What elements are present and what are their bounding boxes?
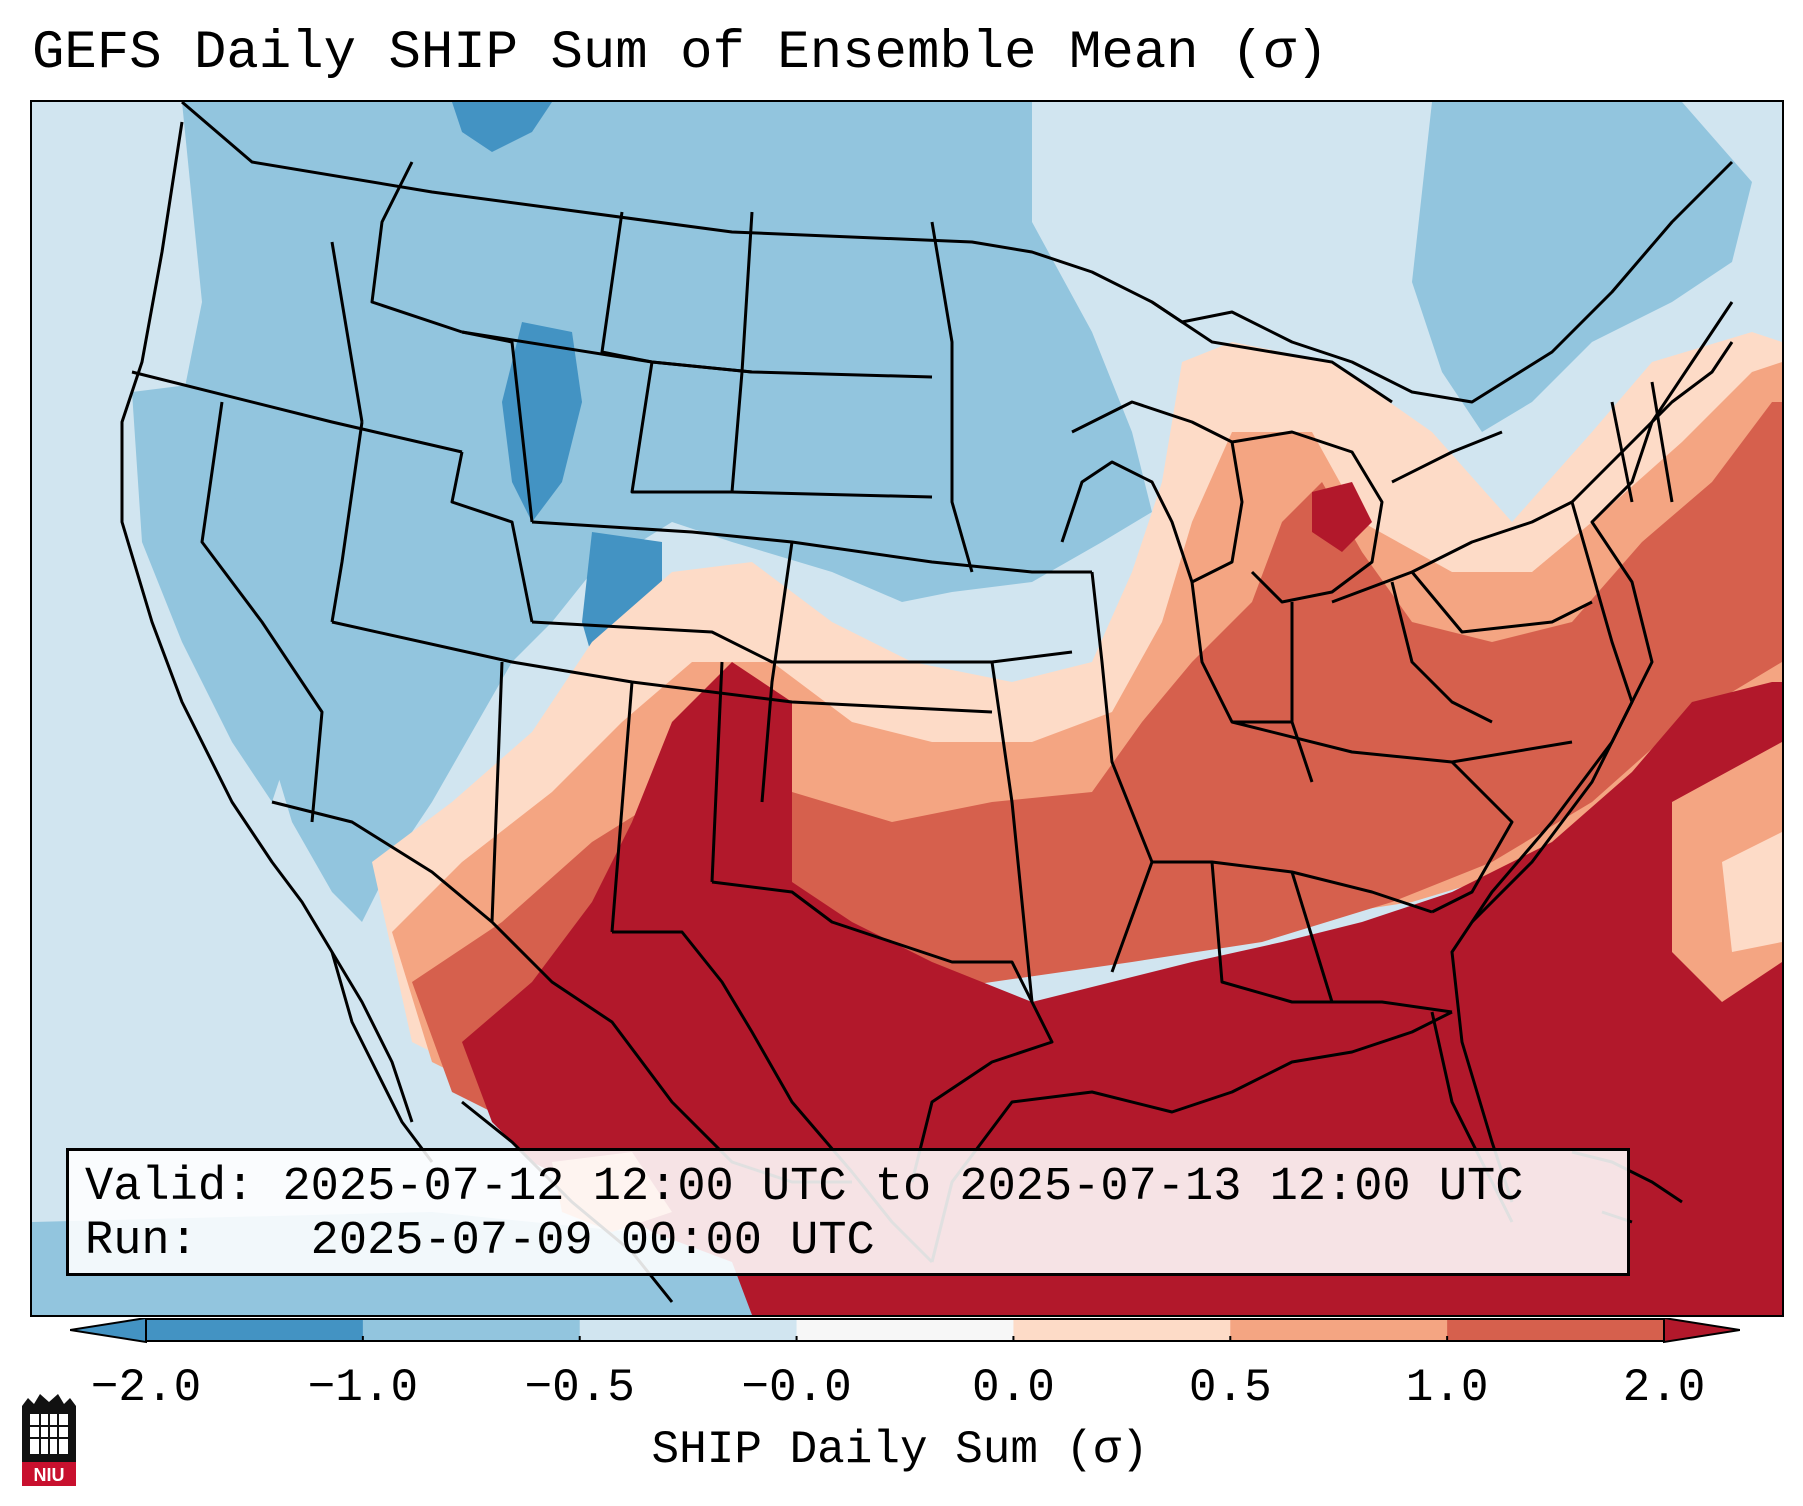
colorbar-tick-label: −0.0 bbox=[741, 1362, 852, 1414]
niu-logo: NIU bbox=[22, 1394, 76, 1486]
colorbar-tick-label: −1.0 bbox=[307, 1362, 419, 1414]
region-negative-north bbox=[162, 102, 1152, 922]
map-canvas bbox=[32, 102, 1782, 1315]
colorbar-tick-label: 2.0 bbox=[1622, 1362, 1706, 1414]
colorbar-segment bbox=[1013, 1318, 1231, 1342]
colorbar-extend-right bbox=[1663, 1318, 1740, 1344]
run-value: 2025-07-09 00:00 UTC bbox=[310, 1215, 875, 1268]
colorbar-label: SHIP Daily Sum (σ) bbox=[651, 1424, 1149, 1476]
colorbar-segment bbox=[362, 1318, 581, 1342]
colorbar-tick-label: −0.5 bbox=[524, 1362, 635, 1414]
valid-value: 2025-07-12 12:00 UTC to 2025-07-13 12:00… bbox=[282, 1161, 1524, 1214]
map-panel bbox=[30, 100, 1784, 1317]
figure-title: GEFS Daily SHIP Sum of Ensemble Mean (σ) bbox=[32, 23, 1329, 84]
colorbar-segment bbox=[796, 1318, 1014, 1342]
region-strong-negative-montana bbox=[452, 102, 552, 152]
great-lakes bbox=[1151, 300, 1503, 484]
region-negative-west-coast bbox=[132, 382, 292, 802]
valid-label: Valid: bbox=[85, 1161, 255, 1214]
logo-text: NIU bbox=[34, 1465, 65, 1485]
colorbar-tick-label: 0.5 bbox=[1188, 1362, 1272, 1414]
run-label: Run: bbox=[85, 1215, 198, 1268]
region-strong-positive-michigan bbox=[1312, 482, 1372, 552]
region-negative-northeast bbox=[1412, 102, 1752, 432]
colorbar-tick-label: 1.0 bbox=[1405, 1362, 1489, 1414]
colorbar-segment bbox=[1447, 1318, 1665, 1342]
colorbar-segment bbox=[1230, 1318, 1448, 1342]
region-strong-negative-wyoming bbox=[502, 322, 582, 522]
colorbar-tick-label: 0.0 bbox=[972, 1362, 1055, 1414]
colorbar-outline bbox=[145, 1318, 1665, 1342]
colorbar-extend-left bbox=[70, 1318, 147, 1344]
colorbar-segment bbox=[579, 1318, 798, 1342]
colorbar-canvas bbox=[70, 1318, 1740, 1344]
region-near-zero-atlantic-patch bbox=[1722, 832, 1782, 952]
colorbar bbox=[70, 1318, 1740, 1344]
colorbar-segment bbox=[146, 1318, 364, 1342]
colorbar-tick-label: −2.0 bbox=[90, 1362, 202, 1414]
valid-run-info-box: Valid: 2025-07-12 12:00 UTC to 2025-07-1… bbox=[66, 1148, 1630, 1276]
